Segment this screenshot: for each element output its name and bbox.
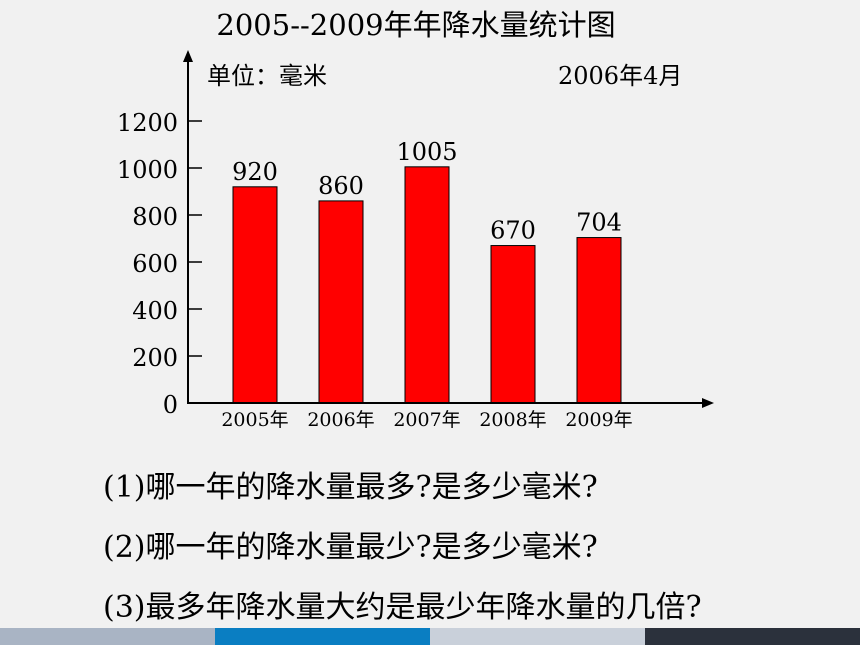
bar [318,200,364,404]
x-axis-arrow [702,398,714,408]
question-1: (1)哪一年的降水量最多?是多少毫米? [103,470,598,505]
footer-segment [215,628,430,645]
y-tick-label: 800 [132,203,178,231]
y-tick-label: 1000 [117,156,178,184]
y-tick-label: 600 [132,250,178,278]
question-3: (3)最多年降水量大约是最少年降水量的几倍? [103,590,702,625]
bar [404,166,450,404]
footer-segment [645,628,860,645]
x-tick-label: 2008年 [479,409,546,431]
bar-value-label: 920 [232,158,278,186]
question-list: (1)哪一年的降水量最多?是多少毫米? (2)哪一年的降水量最少?是多少毫米? … [103,458,702,638]
question-2: (2)哪一年的降水量最少?是多少毫米? [103,530,598,565]
footer-segment [430,628,645,645]
y-axis-arrow [183,50,193,62]
footer-segment [0,628,215,645]
y-tick-label: 200 [132,344,178,372]
bar [490,245,536,404]
y-tick-label: 400 [132,297,178,325]
bar-value-label: 1005 [396,138,457,166]
bar [232,186,278,404]
x-tick-label: 2009年 [565,409,632,431]
unit-label: 单位：毫米 [207,62,327,90]
y-tick-label: 0 [163,391,178,419]
bar-value-label: 860 [318,172,364,200]
footer-bar [0,628,860,645]
bar-value-label: 704 [576,209,622,237]
bar-value-label: 670 [490,217,536,245]
x-tick-label: 2006年 [307,409,374,431]
date-label: 2006年4月 [558,62,682,90]
chart-title: 2005--2009年年降水量统计图 [216,8,615,42]
bar [576,237,622,404]
y-tick-label: 1200 [117,109,178,137]
bar-chart: 2005--2009年年降水量统计图 单位：毫米 2006年4月 0 200 400… [117,8,714,431]
x-tick-label: 2005年 [221,409,288,431]
x-tick-label: 2007年 [393,409,460,431]
